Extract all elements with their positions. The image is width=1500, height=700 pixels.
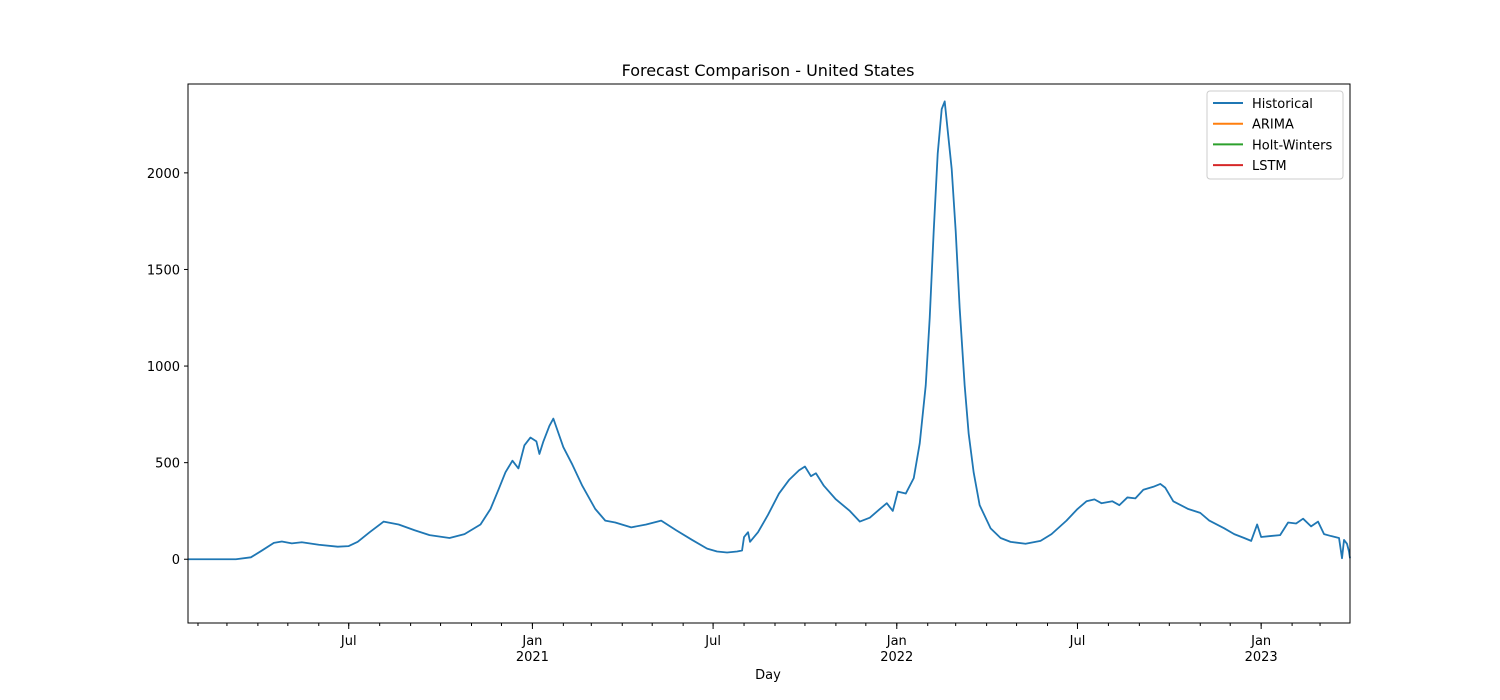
plot-area [188, 100, 1351, 561]
x-tick-year-label: 2022 [880, 650, 913, 665]
y-axis: 0 500 1000 1500 2000 [147, 167, 188, 568]
x-tick-year-label: 2023 [1245, 650, 1278, 665]
y-tick-label: 2000 [147, 167, 180, 182]
y-tick-label: 0 [172, 553, 180, 568]
y-tick-label: 500 [155, 457, 180, 472]
x-axis-label: Day [755, 668, 781, 683]
legend-label: Historical [1252, 97, 1313, 112]
plot-frame [187, 83, 1351, 624]
legend-label: LSTM [1252, 159, 1287, 174]
y-tick-label: 1500 [147, 263, 180, 278]
x-tick-label: Jan [1250, 634, 1271, 649]
y-tick-label: 1000 [147, 360, 180, 375]
x-tick-label: Jul [340, 634, 357, 649]
x-tick-label: Jul [1069, 634, 1086, 649]
x-tick-label: Jan [521, 634, 542, 649]
x-tick-year-label: 2021 [516, 650, 549, 665]
legend: Historical ARIMA Holt-Winters LSTM [1206, 90, 1344, 180]
legend-label: Holt-Winters [1252, 138, 1332, 153]
x-tick-label: Jan [886, 634, 907, 649]
chart-title: Forecast Comparison - United States [622, 61, 915, 80]
series-line-historical [188, 100, 1351, 561]
x-tick-label: Jul [704, 634, 721, 649]
legend-label: ARIMA [1252, 118, 1294, 133]
legend-box [1206, 90, 1344, 180]
